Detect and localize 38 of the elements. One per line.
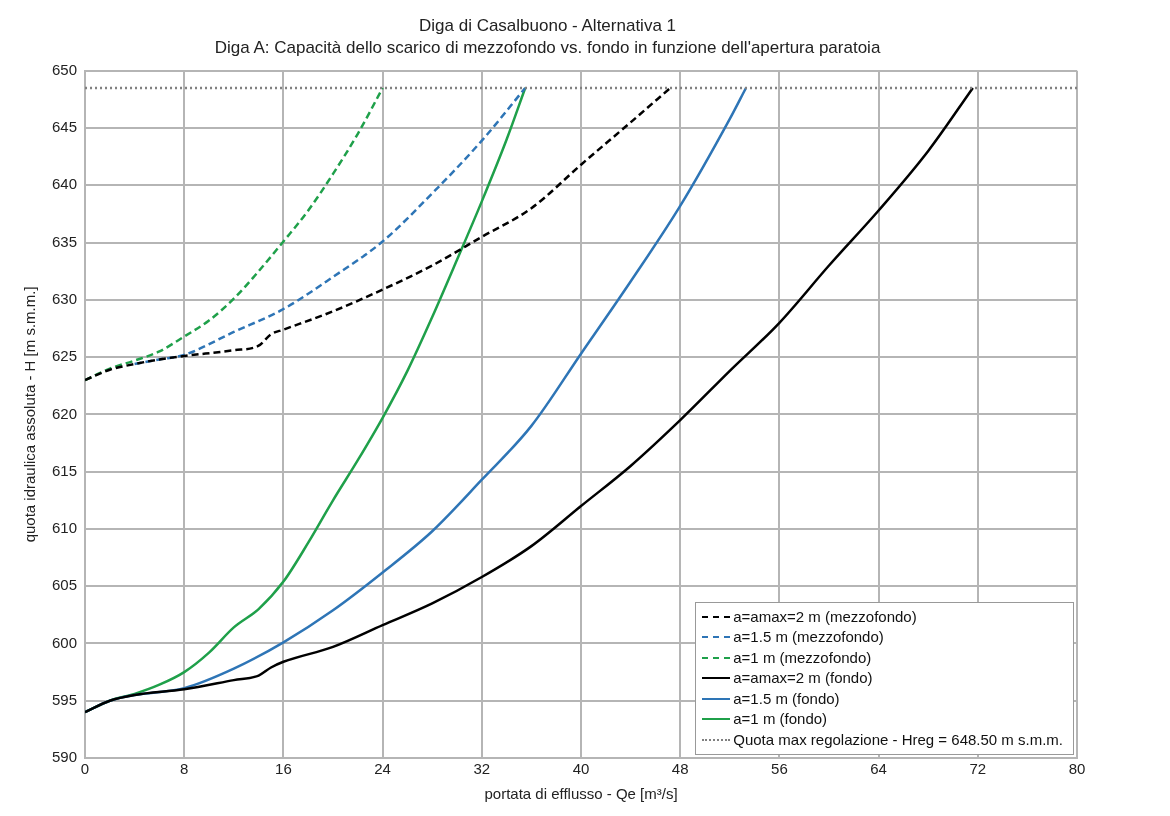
legend-label: Quota max regolazione - Hreg = 648.50 m s.m.m.: [733, 729, 1063, 750]
legend-label: a=1.5 m (fondo): [733, 688, 840, 709]
x-tick-label: 56: [771, 760, 788, 778]
x-tick-label: 40: [572, 760, 590, 778]
x-tick-label: 24: [374, 760, 391, 778]
y-tick-label: 615: [52, 461, 78, 479]
x-tick-label: 64: [870, 760, 887, 778]
x-tick-label: 16: [275, 760, 292, 778]
x-tick-label: 0: [80, 760, 90, 778]
chart-subtitle: Diga A: Capacità dello scarico di mezzofondo vs. fondo in funzione dell'apertura paratoia: [214, 38, 881, 58]
line-series: [85, 86, 975, 714]
y-tick-label: 625: [52, 347, 78, 365]
y-tick-label: 640: [52, 175, 78, 193]
y-axis-title: quota idraulica assoluta - H [m s.m.m.]: [21, 286, 39, 543]
y-tick-label: 650: [52, 60, 78, 78]
legend-label: a=1 m (fondo): [733, 709, 828, 729]
x-tick-label: 80: [1068, 760, 1086, 778]
y-tick-label: 630: [52, 290, 78, 308]
x-tick-label: 72: [969, 760, 987, 778]
x-tick-label: 48: [671, 760, 689, 778]
x-tick-label: 32: [473, 760, 491, 778]
y-tick-label: 645: [52, 118, 78, 136]
chart-title: Diga di Casalbuono - Alternativa 1: [418, 15, 677, 35]
x-axis-title: portata di efflusso - Qe [m³/s]: [484, 785, 678, 803]
line-series: [85, 86, 672, 382]
y-tick-label: 605: [52, 576, 78, 594]
y-tick-label: 600: [52, 633, 78, 651]
legend-label: a=amax=2 m (mezzofondo): [733, 606, 917, 627]
y-tick-label: 610: [52, 519, 78, 537]
legend-label: a=1 m (mezzofondo): [733, 647, 872, 668]
legend-label: a=amax=2 m (fondo): [733, 668, 873, 688]
y-tick-label: 595: [52, 690, 78, 708]
y-tick-label: 620: [52, 404, 78, 422]
line-series: [133, 86, 527, 366]
x-tick-label: 8: [180, 760, 189, 778]
legend-label: a=1.5 m (mezzofondo): [733, 627, 884, 647]
y-tick-label: 590: [52, 748, 78, 766]
y-tick-label: 635: [52, 232, 78, 250]
